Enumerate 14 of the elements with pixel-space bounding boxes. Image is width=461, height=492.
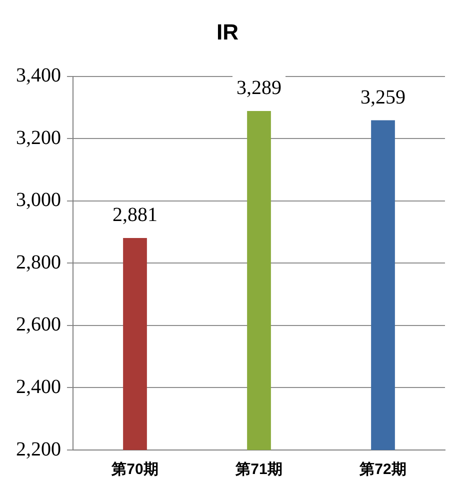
x-tick-label: 第71期 (234, 461, 282, 478)
y-tick-label: 2,800 (16, 251, 61, 274)
y-tick-label: 2,200 (16, 438, 61, 460)
y-tick-label: 3,200 (16, 126, 61, 149)
x-tick-label: 第72期 (358, 461, 406, 478)
y-tick-label: 2,400 (16, 376, 61, 398)
data-label: 2,881 (112, 204, 158, 226)
y-tick-label: 3,400 (16, 64, 61, 87)
y-tick-label: 2,600 (16, 314, 61, 336)
x-tick-label: 第70期 (110, 461, 158, 478)
chart-title: IR (216, 19, 239, 44)
y-tick-label: 3,000 (16, 189, 61, 212)
data-label: 3,289 (236, 77, 282, 100)
data-label: 3,259 (360, 86, 406, 109)
